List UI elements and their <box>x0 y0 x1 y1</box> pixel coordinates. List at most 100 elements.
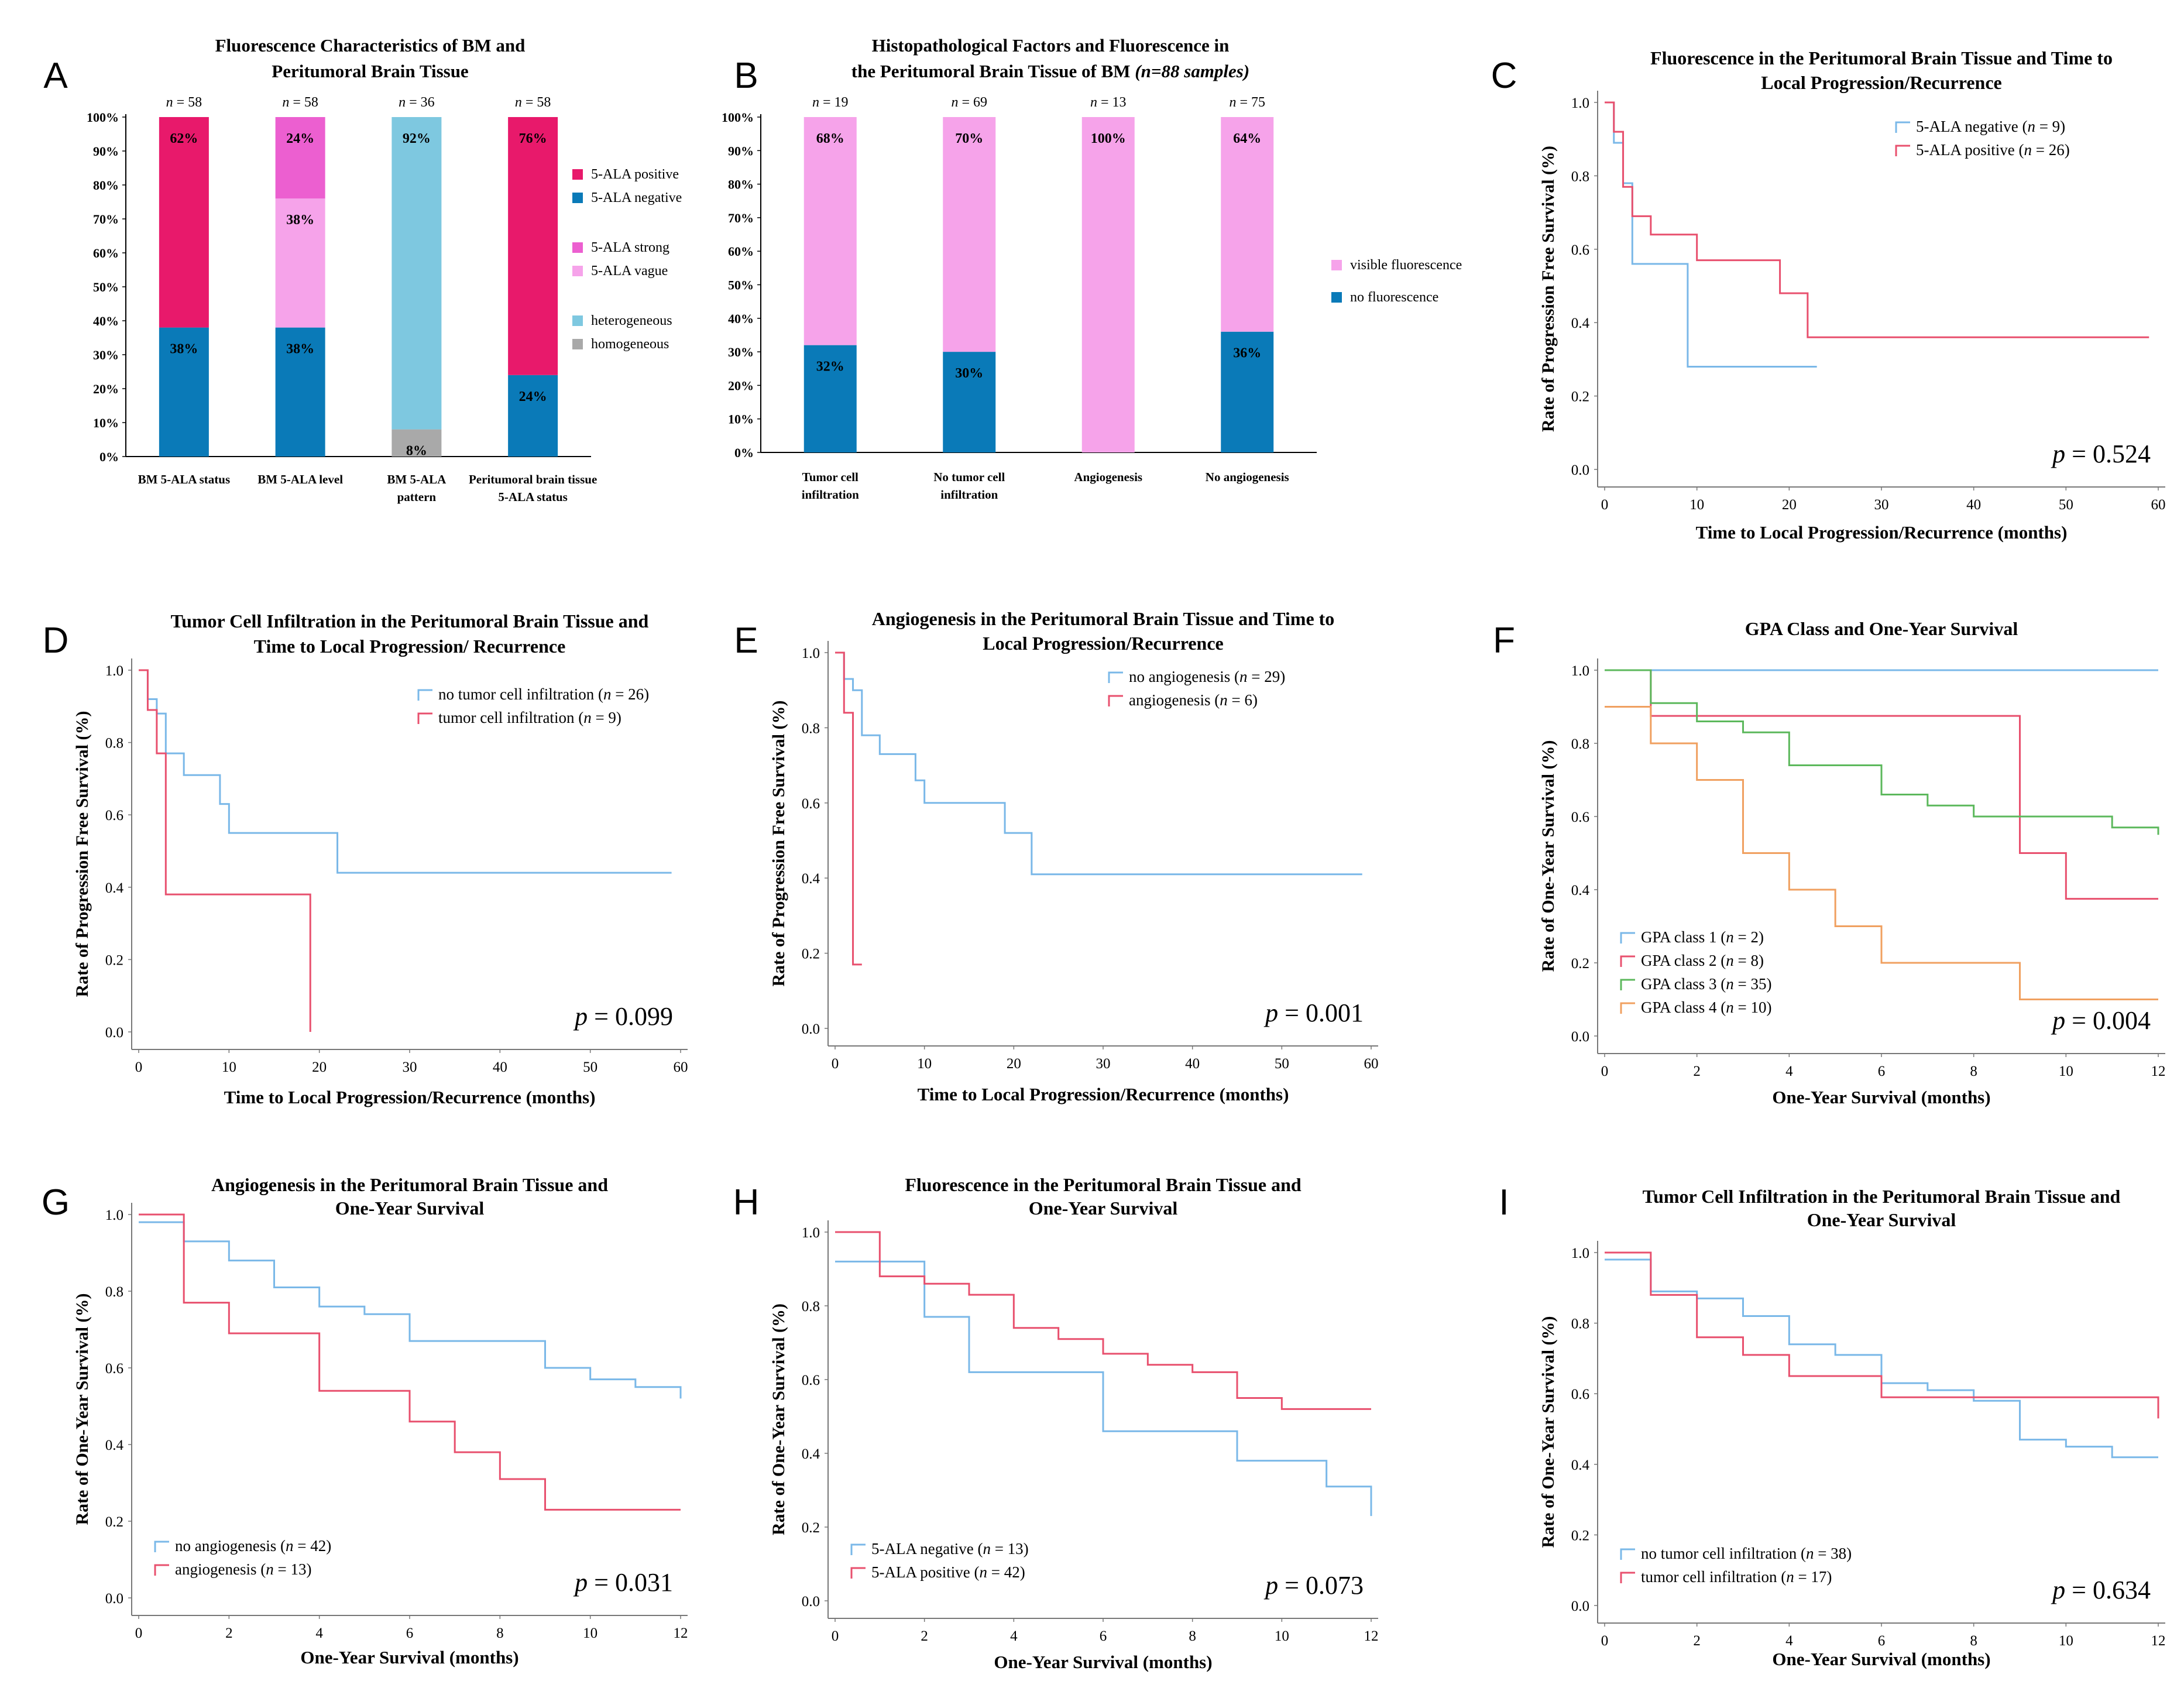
legend-label-part: = 42) <box>987 1563 1025 1581</box>
legend-label: angiogenesis (n = 6) <box>1129 691 1258 709</box>
y-tick-label: 100% <box>722 110 754 125</box>
x-axis-label: One-Year Survival (months) <box>1772 1087 1990 1107</box>
legend-label-part: = 26) <box>611 685 649 703</box>
km-curve <box>835 651 862 966</box>
legend-label: 5-ALA vague <box>591 263 668 279</box>
x-tick-label: 6 <box>1878 1064 1886 1079</box>
bar-segment <box>159 117 209 328</box>
legend-label-part: 5-ALA negative ( <box>871 1540 983 1558</box>
p-value-part: p <box>2051 440 2065 468</box>
legend-label-part: = 42) <box>293 1537 331 1555</box>
n-label-part: = 58 <box>522 95 551 110</box>
legend-label-part: GPA class 2 ( <box>1641 952 1726 969</box>
y-tick-label: 0.8 <box>105 736 123 752</box>
legend-label: no tumor cell infiltration (n = 38) <box>1641 1545 1852 1562</box>
y-tick-label: 60% <box>728 244 754 259</box>
legend-label-part: = 10) <box>1734 999 1772 1016</box>
x-tick-label: 2 <box>921 1628 928 1644</box>
n-label-part: = 13 <box>1097 95 1127 110</box>
category-label: BM 5-ALA level <box>257 472 343 486</box>
y-tick-label: 0.0 <box>802 1021 820 1037</box>
chart-title: Fluorescence Characteristics of BM and <box>215 35 526 56</box>
km-curve <box>1605 669 2159 835</box>
legend-label-part: n <box>2024 141 2032 159</box>
p-value-part: p <box>2051 1006 2065 1035</box>
legend-label-part: n <box>1726 928 1734 946</box>
y-tick-label: 0.8 <box>105 1284 123 1300</box>
chart-title: Tumor Cell Infiltration in the Peritumor… <box>171 610 649 632</box>
legend-swatch <box>417 712 432 724</box>
p-value-part: p <box>1263 999 1278 1027</box>
legend-label-part: 5-ALA negative ( <box>1916 118 2027 135</box>
data-label: 30% <box>955 366 983 381</box>
y-tick-label: 10% <box>728 412 754 427</box>
panel-B: B Histopathological Factors and Fluoresce… <box>722 35 1462 502</box>
panel-letter: I <box>1499 1182 1509 1223</box>
p-value-part: = 0.073 <box>1278 1571 1364 1600</box>
chart-title: Tumor Cell Infiltration in the Peritumor… <box>1643 1186 2121 1207</box>
p-value: p = 0.031 <box>573 1568 673 1597</box>
x-axis-label: One-Year Survival (months) <box>300 1647 518 1668</box>
legend-label-part: 5-ALA positive ( <box>871 1563 979 1581</box>
x-tick-label: 30 <box>1096 1056 1111 1072</box>
y-tick-label: 30% <box>728 345 754 359</box>
category-label: BM 5-ALA <box>387 472 447 486</box>
legend-swatch <box>572 242 583 253</box>
x-tick-label: 10 <box>1689 497 1704 513</box>
chart-title: Fluorescence in the Peritumoral Brain Ti… <box>905 1174 1302 1195</box>
n-label: n = 75 <box>1229 95 1265 110</box>
legend-label: GPA class 3 (n = 35) <box>1641 975 1772 993</box>
legend-label-part: n <box>1806 1545 1814 1562</box>
y-tick-label: 0.2 <box>802 946 820 962</box>
p-value-part: = 0.099 <box>588 1002 673 1031</box>
data-label: 100% <box>1091 131 1126 146</box>
chart-title: Peritumoral Brain Tissue <box>272 61 468 81</box>
bar-segment <box>392 429 442 457</box>
bar-segment <box>508 117 558 375</box>
y-tick-label: 0.2 <box>105 1514 123 1530</box>
legend-label-part: = 13) <box>274 1560 312 1578</box>
n-label: n = 58 <box>282 95 318 110</box>
y-tick-label: 0.6 <box>802 796 820 812</box>
x-tick-label: 2 <box>1693 1633 1701 1649</box>
x-tick-label: 60 <box>2151 497 2166 513</box>
panel-letter: G <box>42 1182 70 1223</box>
km-curve <box>139 1213 681 1511</box>
y-tick-label: 50% <box>728 278 754 293</box>
p-value-part: = 0.001 <box>1278 999 1364 1027</box>
panel-letter: H <box>733 1182 760 1223</box>
x-tick-label: 10 <box>917 1056 932 1072</box>
legend-swatch <box>1108 695 1123 706</box>
legend-swatch <box>572 169 583 180</box>
x-tick-label: 30 <box>1874 497 1889 513</box>
y-tick-label: 50% <box>93 280 119 294</box>
legend-label-part: GPA class 1 ( <box>1641 928 1726 946</box>
y-axis-label: Rate of One-Year Survival (%) <box>769 1303 788 1535</box>
panel-D: D Tumor Cell Infiltration in the Peritumo… <box>43 610 688 1107</box>
panel-I: I Tumor Cell Infiltration in the Peritumo… <box>1499 1182 2165 1669</box>
legend-label-part: = 29) <box>1247 668 1285 685</box>
n-label-part: n <box>282 95 289 110</box>
y-tick-label: 1.0 <box>1571 95 1589 111</box>
y-tick-label: 0.4 <box>1571 315 1590 331</box>
y-tick-label: 0.8 <box>1571 169 1589 184</box>
y-tick-label: 0.6 <box>1571 242 1589 258</box>
km-curve <box>835 1260 1372 1517</box>
legend-label: GPA class 2 (n = 8) <box>1641 952 1764 969</box>
bar-segment <box>803 345 857 452</box>
y-axis-label: Rate of Progression Free Survival (%) <box>73 711 92 997</box>
legend-label-part: tumor cell infiltration ( <box>438 709 583 726</box>
legend-label-part: no angiogenesis ( <box>1129 668 1239 685</box>
bar-segment <box>1221 331 1274 452</box>
y-tick-label: 40% <box>93 314 119 328</box>
bar-segment <box>275 198 325 328</box>
legend-label-part: n <box>286 1537 294 1555</box>
km-curve <box>1605 706 2158 1000</box>
y-tick-label: 80% <box>93 178 119 193</box>
x-tick-label: 10 <box>222 1059 236 1075</box>
legend-swatch <box>1108 671 1123 683</box>
y-tick-label: 0.8 <box>1571 1316 1589 1332</box>
legend-label: GPA class 4 (n = 10) <box>1641 999 1772 1016</box>
n-label-part: n <box>1090 95 1097 110</box>
n-label: n = 13 <box>1090 95 1127 110</box>
